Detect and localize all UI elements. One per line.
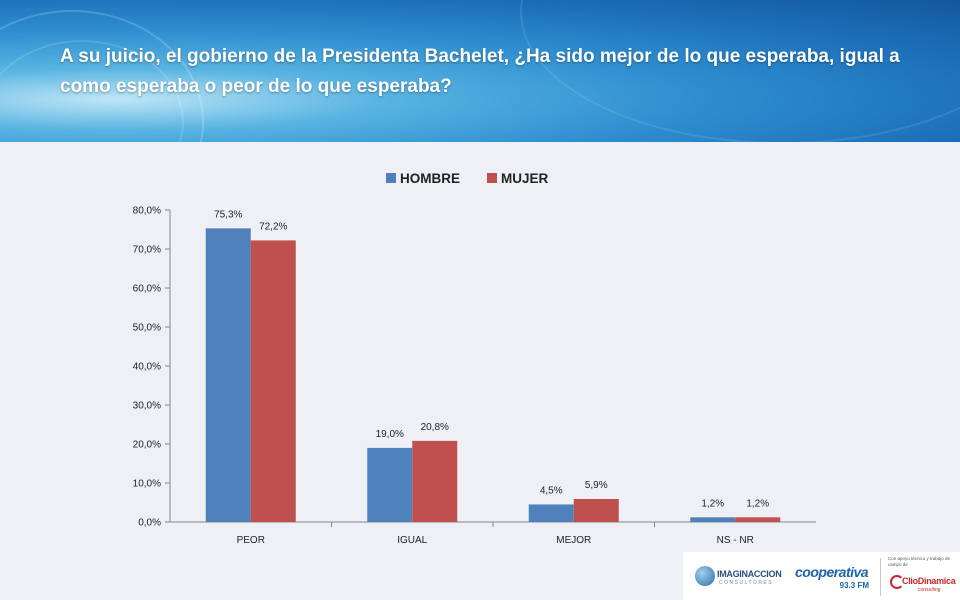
clio-mark-icon (890, 575, 904, 589)
data-label: 5,9% (585, 480, 608, 491)
bar-chart: 0,0% 10,0% 20,0% 30,0% 40,0% 50,0% 60,0% 70,0% 8… (133, 171, 816, 546)
imaginaccion-logo: IMAGINACCION CONSULTORES (695, 566, 793, 592)
y-tick-label: 0,0% (138, 518, 161, 529)
slide-title: A su juicio, el gobierno de la President… (60, 46, 900, 97)
y-tick-label: 40,0% (133, 362, 161, 373)
cliodinamica-logo: Con apoyo técnico y trabajo de campo de … (888, 556, 956, 593)
bar-hombre (528, 504, 574, 522)
data-label: 1,2% (701, 498, 724, 509)
legend-swatch-mujer (487, 173, 497, 183)
globe-icon (695, 566, 715, 586)
x-tick-label: NS - NR (717, 535, 754, 546)
x-tick-label: PEOR (237, 535, 265, 546)
header-banner: A su juicio, el gobierno de la President… (0, 0, 960, 142)
bar-hombre (205, 228, 251, 522)
bar-mujer (735, 517, 781, 522)
y-tick-label: 30,0% (133, 401, 161, 412)
y-tick-label: 50,0% (133, 323, 161, 334)
x-tick-label: MEJOR (556, 535, 591, 546)
data-label: 75,3% (214, 209, 242, 220)
data-label: 4,5% (540, 485, 563, 496)
legend-label-hombre: HOMBRE (400, 171, 460, 186)
data-label: 19,0% (376, 429, 404, 440)
logo-divider (880, 558, 881, 596)
y-tick-label: 70,0% (133, 245, 161, 256)
y-tick-label: 60,0% (133, 284, 161, 295)
bar-hombre (690, 517, 736, 522)
data-label: 1,2% (746, 498, 769, 509)
bar-hombre (367, 447, 413, 522)
y-tick-label: 80,0% (133, 206, 161, 217)
data-label: 72,2% (259, 221, 287, 232)
bar-mujer (573, 498, 619, 522)
bar-mujer (412, 440, 458, 522)
cooperativa-logo: cooperativa 93.3 FM (795, 564, 869, 590)
bar-mujer (250, 240, 296, 523)
legend-swatch-hombre (386, 173, 396, 183)
legend-label-mujer: MUJER (501, 171, 549, 186)
y-tick-label: 20,0% (133, 440, 161, 451)
x-tick-label: IGUAL (397, 535, 427, 546)
sponsor-logos: IMAGINACCION CONSULTORES cooperativa 93.… (683, 552, 960, 600)
y-tick-label: 10,0% (133, 479, 161, 490)
data-label: 20,8% (421, 422, 449, 433)
